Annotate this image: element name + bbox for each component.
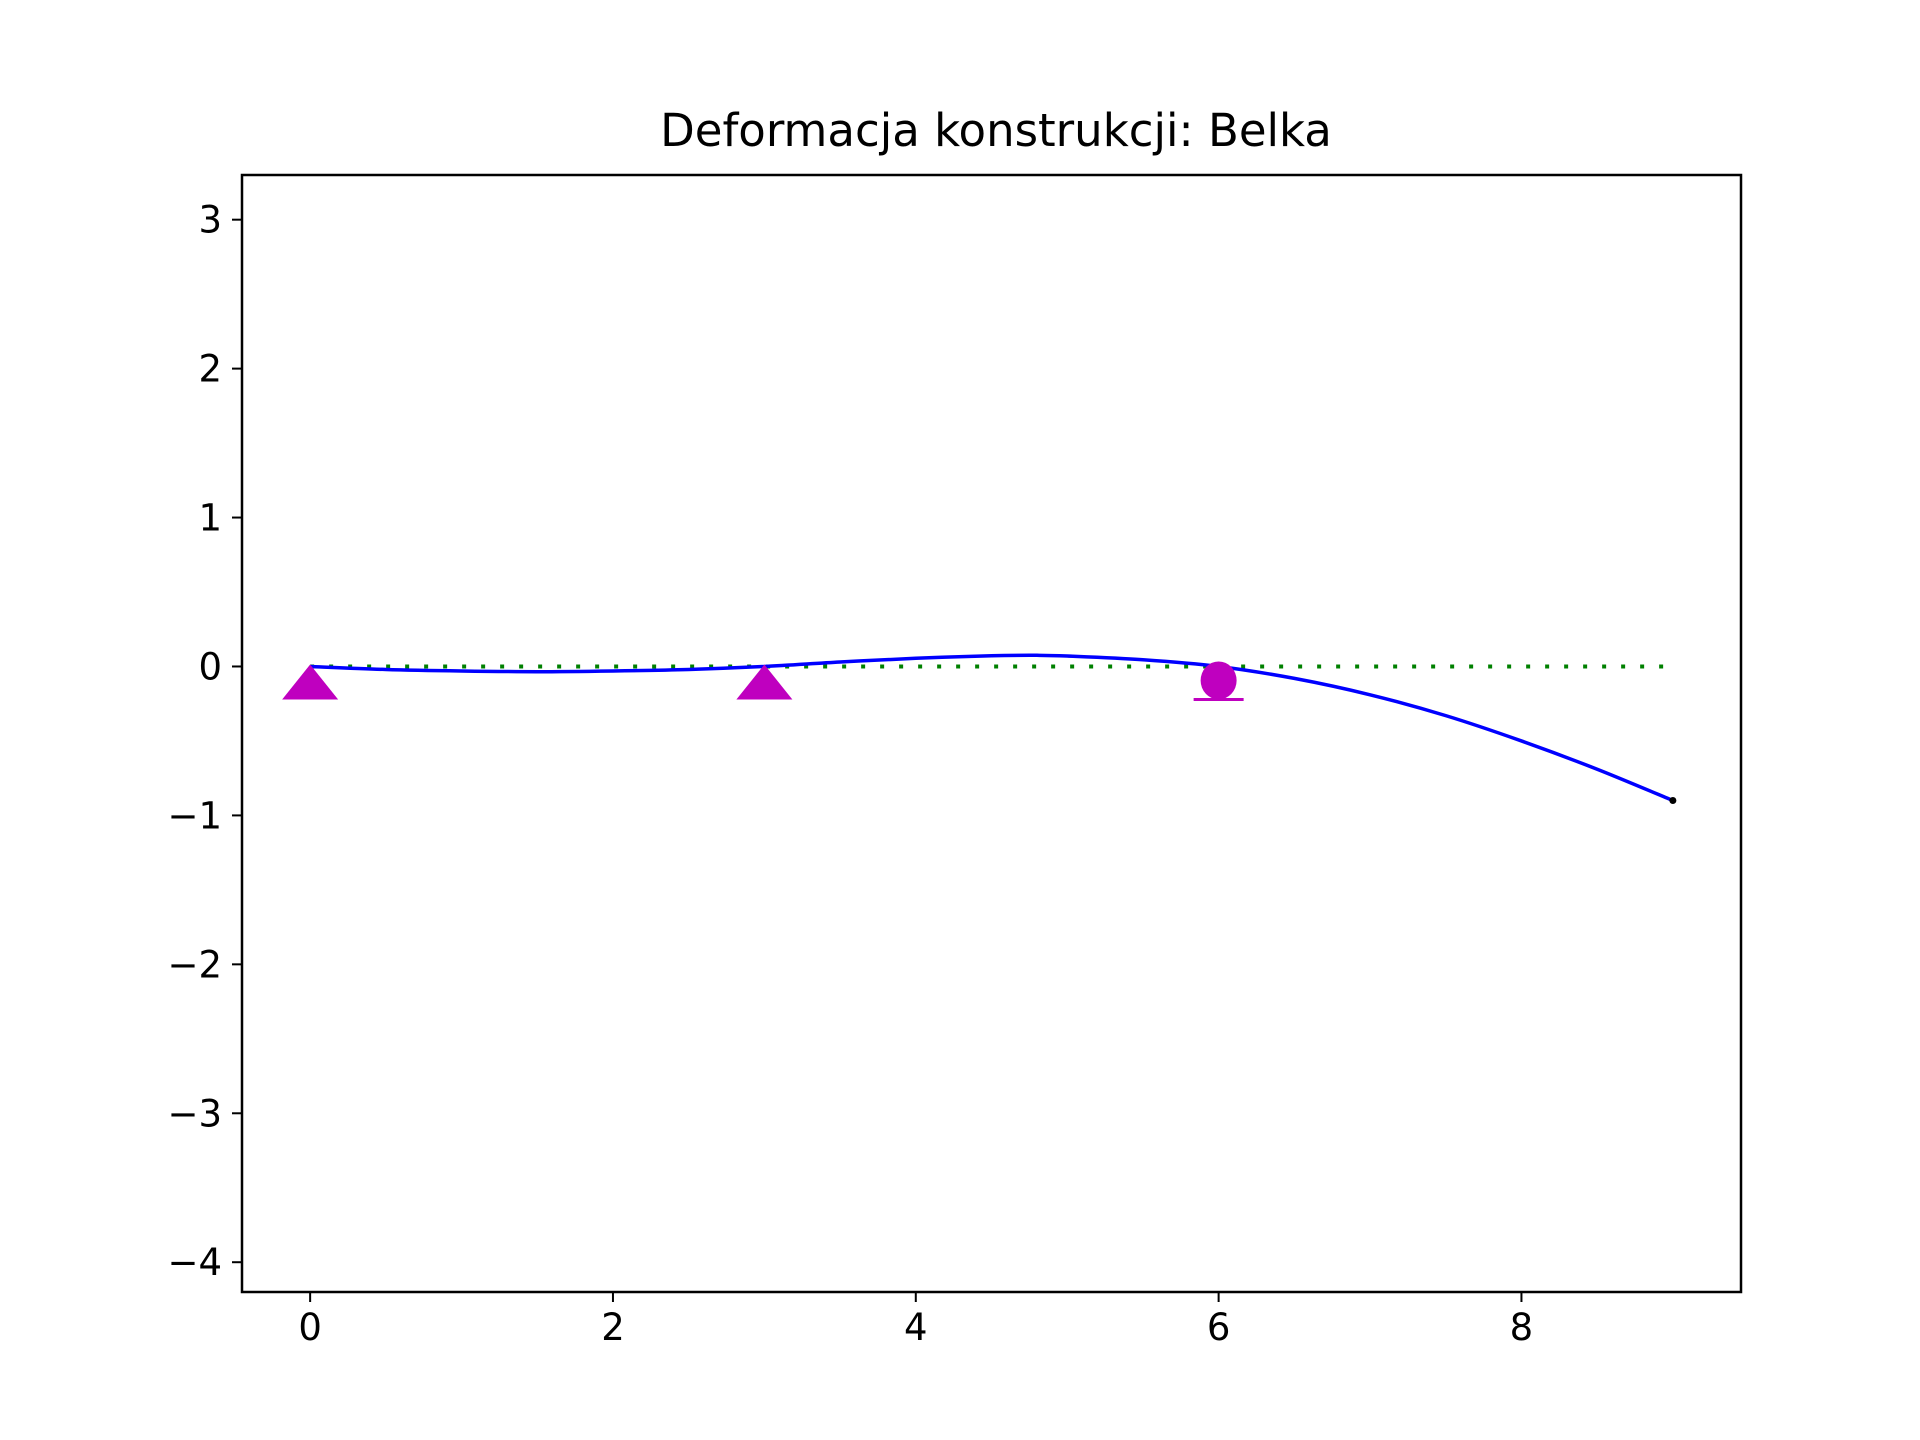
y-tick-label: 3 xyxy=(198,199,222,242)
y-tick-label: 1 xyxy=(198,497,222,540)
pinned-support-marker xyxy=(736,664,793,700)
x-tick-label: 4 xyxy=(904,1306,928,1349)
y-tick-label: −4 xyxy=(167,1241,222,1284)
y-tick-label: 2 xyxy=(198,348,222,391)
pinned-support-marker xyxy=(282,664,339,700)
axes-frame xyxy=(240,173,1743,1294)
beam-end-marker xyxy=(1669,797,1677,805)
support-layer xyxy=(282,661,1244,701)
y-axis: −4 −3 −2 −1 0 1 2 3 xyxy=(167,199,242,1284)
y-tick-label: 0 xyxy=(198,645,222,688)
y-tick-label: −3 xyxy=(167,1092,222,1135)
x-tick-label: 8 xyxy=(1510,1306,1534,1349)
x-tick-label: 6 xyxy=(1207,1306,1231,1349)
x-axis: 0 2 4 6 8 xyxy=(298,1292,1533,1349)
roller-support-marker xyxy=(1193,661,1244,701)
x-tick-label: 2 xyxy=(601,1306,625,1349)
series-layer xyxy=(310,653,1677,805)
y-tick-label: −2 xyxy=(167,943,222,986)
x-tick-label: 0 xyxy=(298,1306,322,1349)
plot-area xyxy=(282,653,1677,805)
y-tick-label: −1 xyxy=(167,794,222,837)
chart-title: Deformacja konstrukcji: Belka xyxy=(660,104,1332,157)
deformed-beam-line xyxy=(310,653,1674,803)
